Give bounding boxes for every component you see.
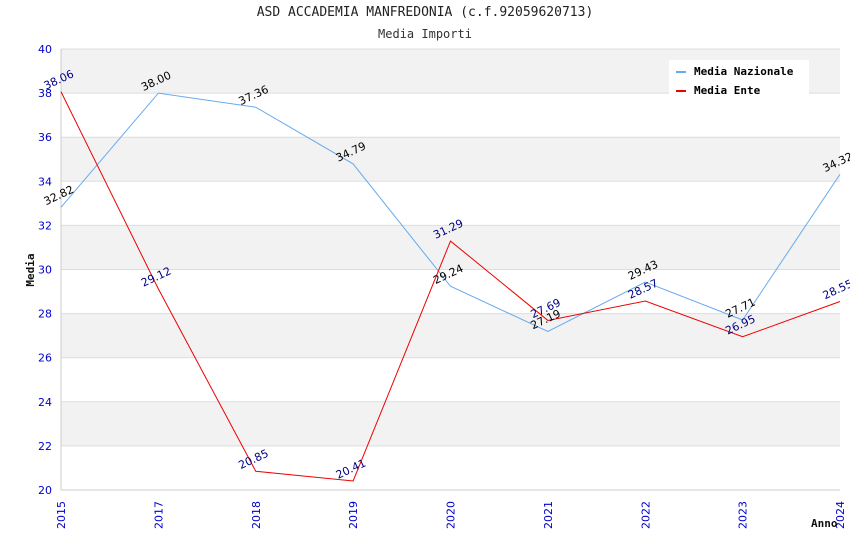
series-lines [60,91,841,482]
y-tick-label: 36 [38,131,52,144]
legend-label: Media Ente [694,84,761,97]
y-tick-label: 34 [38,175,52,188]
grid-band [61,137,840,182]
grid-band [61,445,840,490]
x-tick-label: 2022 [639,501,652,529]
grid-bands [61,49,840,490]
grid-band [61,269,840,314]
y-tick-label: 26 [38,352,52,365]
grid-band [61,225,840,270]
chart-title: ASD ACCADEMIA MANFREDONIA (c.f.920596207… [256,5,594,20]
legend-box [669,60,809,98]
legend-label: Media Nazionale [694,65,794,78]
y-axis-label: Media [24,253,37,286]
x-tick-labels: 2015 2017 2018 2019 2020 2021 2022 2023 2024 [55,501,847,529]
x-tick-label: 2023 [737,501,750,529]
grid-band [61,93,840,138]
series-line [60,91,841,482]
x-tick-label: 2021 [542,501,555,529]
grid-band [61,357,840,402]
chart-subtitle: Media Importi [378,27,472,41]
grid-band [61,313,840,358]
y-tick-labels: 20 22 24 26 28 30 32 34 36 38 40 [38,43,52,497]
grid-band [61,181,840,226]
x-tick-label: 2018 [250,501,263,529]
y-tick-label: 22 [38,440,52,453]
y-tick-label: 40 [38,43,52,56]
series-line [60,92,841,333]
y-tick-label: 38 [38,87,52,100]
axes [60,49,840,491]
y-tick-label: 24 [38,396,52,409]
y-tick-label: 28 [38,308,52,321]
legend: Media Nazionale Media Ente [669,60,809,98]
x-tick-label: 2017 [152,501,165,529]
x-tick-label: 2020 [445,501,458,529]
x-tick-label: 2019 [347,501,360,529]
grid-band [61,401,840,446]
y-tick-label: 20 [38,484,52,497]
x-tick-label: 2024 [834,501,847,529]
y-tick-label: 32 [38,219,52,232]
x-tick-label: 2015 [55,501,68,529]
y-tick-label: 30 [38,264,52,277]
x-axis-label: Anno [811,517,838,530]
